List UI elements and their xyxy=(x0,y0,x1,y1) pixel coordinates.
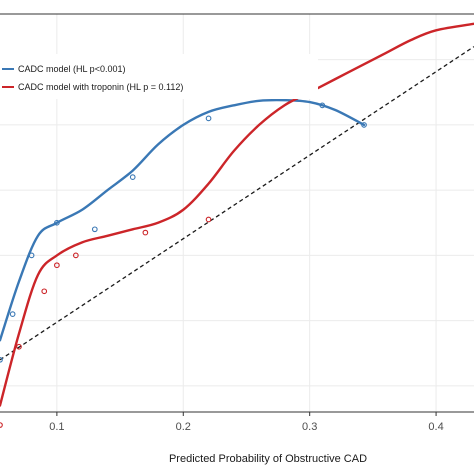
legend-label-cadc: CADC model (HL p<0.001) xyxy=(18,64,125,74)
series-1-point-2 xyxy=(41,288,48,295)
series-0-point-6 xyxy=(205,115,212,122)
series-0-line xyxy=(0,98,366,342)
series-1-point-6 xyxy=(205,216,212,223)
series-1-point-5 xyxy=(142,229,149,236)
x-tick-label-0: 0.1 xyxy=(49,421,64,433)
series-0-point-5 xyxy=(129,174,136,180)
series-0-point-1 xyxy=(9,311,16,317)
series-0-point-8 xyxy=(361,122,367,128)
reference-line xyxy=(0,46,474,361)
series-0-point-7 xyxy=(319,102,326,109)
series-layer xyxy=(0,22,474,428)
legend: CADC model (HL p<0.001) CADC model with … xyxy=(0,54,318,99)
series-0-point-0 xyxy=(0,356,3,363)
series-1-line xyxy=(0,22,474,407)
x-tick-label-2: 0.3 xyxy=(302,421,317,433)
x-axis-title: Predicted Probability of Obstructive CAD xyxy=(169,453,367,465)
x-ticks: 0.1 0.2 0.3 0.4 xyxy=(49,412,444,433)
series-1-point-1 xyxy=(16,343,22,350)
x-tick-label-1: 0.2 xyxy=(176,421,191,433)
series-0-point-2 xyxy=(28,252,35,259)
series-1-point-4 xyxy=(72,252,79,259)
series-1-point-3 xyxy=(54,262,60,269)
series-1-point-0 xyxy=(0,422,3,428)
series-0-point-4 xyxy=(91,226,98,233)
x-tick-label-3: 0.4 xyxy=(428,421,443,433)
legend-box xyxy=(0,54,318,99)
legend-label-cadc-troponin: CADC model with troponin (HL p = 0.112) xyxy=(18,82,183,92)
series-0-point-3 xyxy=(54,219,60,226)
